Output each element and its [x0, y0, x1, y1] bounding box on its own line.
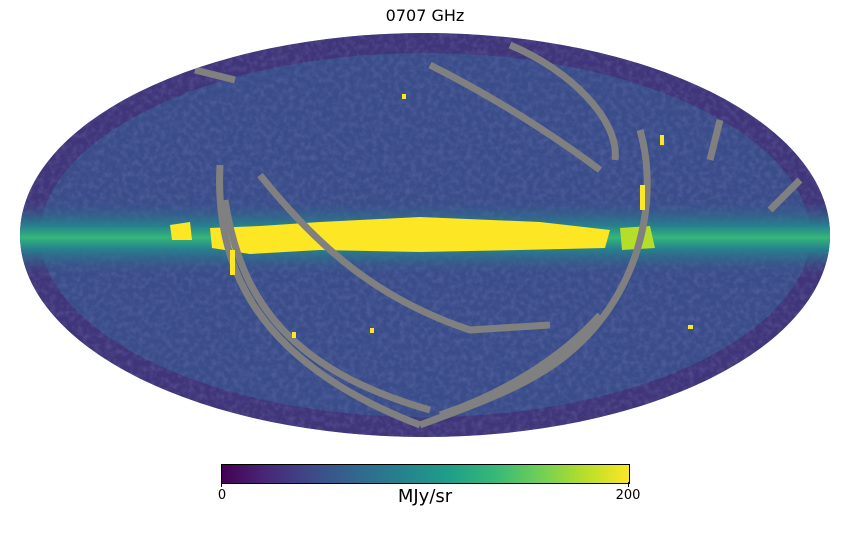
colorbar-min-label: 0 [217, 488, 227, 503]
mollweide-sky-map [20, 33, 830, 437]
colorbar-tick-max [628, 482, 629, 487]
colorbar-max-label: 200 [615, 488, 641, 503]
masked-scan-arcs [194, 41, 803, 429]
colorbar-unit-label: MJy/sr [397, 486, 453, 507]
colorbar [221, 464, 630, 484]
galactic-plane-left [170, 222, 192, 240]
colorbar-tick-min [221, 482, 222, 487]
bright-sources [230, 94, 693, 338]
chart-title: 0707 GHz [385, 6, 465, 25]
